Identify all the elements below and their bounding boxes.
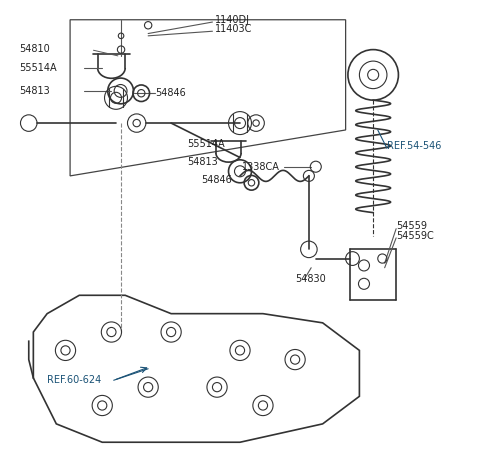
Text: 54813: 54813	[187, 157, 218, 167]
Text: 11403C: 11403C	[215, 24, 252, 34]
Text: 54830: 54830	[295, 274, 326, 284]
Text: 54559C: 54559C	[396, 231, 434, 241]
Text: 54813: 54813	[20, 86, 50, 96]
Text: 54846: 54846	[201, 176, 232, 185]
Text: 55514A: 55514A	[20, 63, 57, 73]
Text: 1338CA: 1338CA	[242, 162, 280, 172]
Text: REF.54-546: REF.54-546	[387, 141, 441, 151]
Text: 55514A: 55514A	[187, 139, 225, 149]
Text: REF.60-624: REF.60-624	[47, 375, 101, 385]
Text: 54846: 54846	[155, 88, 186, 98]
Text: 54559: 54559	[396, 221, 427, 231]
Text: 1140DJ: 1140DJ	[215, 15, 250, 25]
Text: 54810: 54810	[20, 44, 50, 54]
